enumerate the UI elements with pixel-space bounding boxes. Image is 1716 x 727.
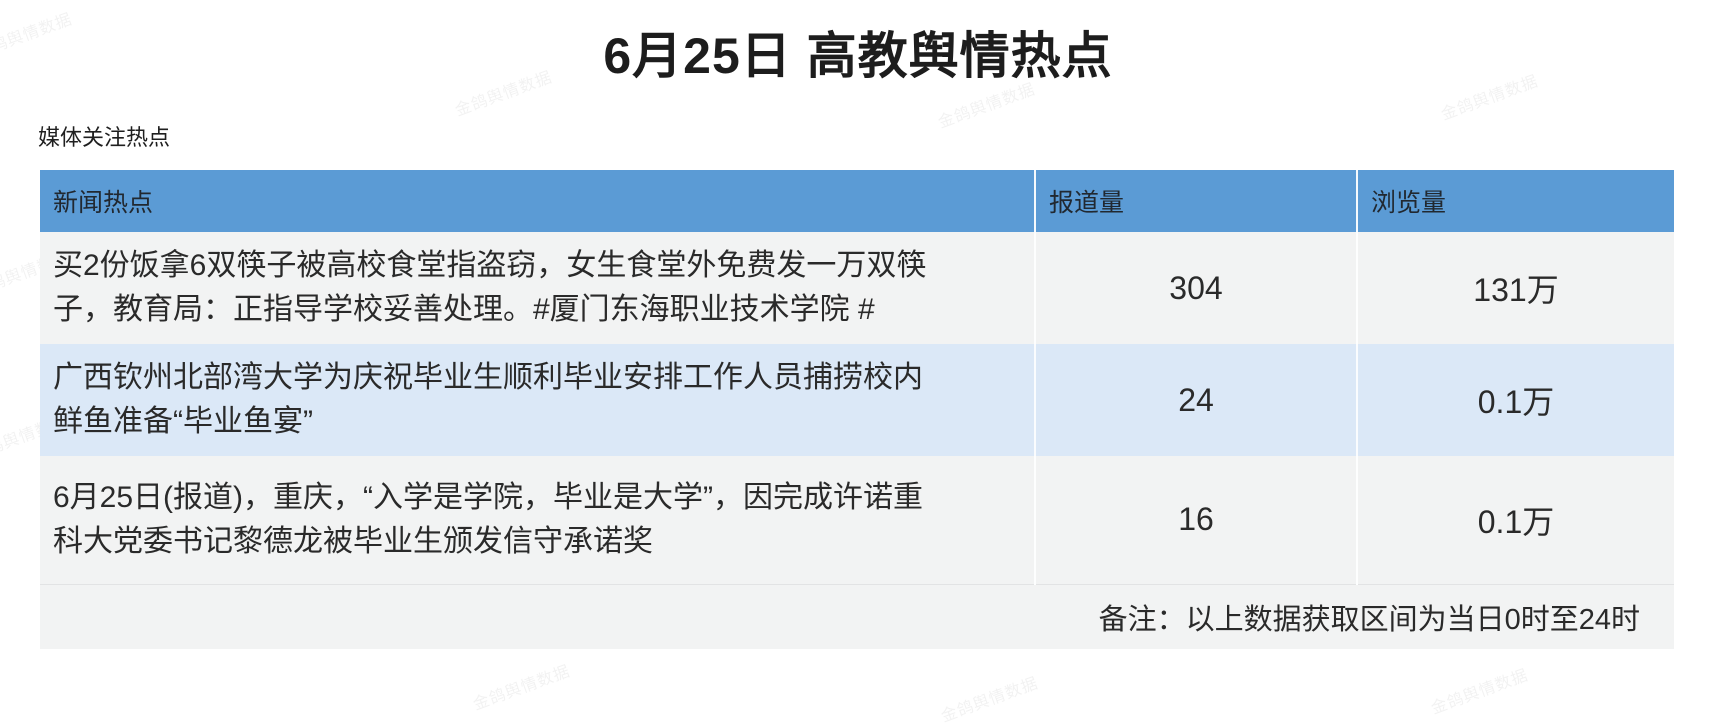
view-count-cell: 131万 bbox=[1356, 232, 1674, 344]
view-count-cell: 0.1万 bbox=[1356, 456, 1674, 584]
media-hotspot-table: 新闻热点 报道量 浏览量 买2份饭拿6双筷子被高校食堂指盗窃，女生食堂外免费发一… bbox=[40, 170, 1674, 649]
footer-note: 备注：以上数据获取区间为当日0时至24时 bbox=[40, 583, 1674, 649]
watermark-text: 金鸽舆情数据 bbox=[1429, 666, 1531, 718]
report-count-cell: 304 bbox=[1034, 232, 1357, 344]
view-count-cell: 0.1万 bbox=[1356, 344, 1674, 456]
section-label: 媒体关注热点 bbox=[38, 125, 171, 150]
table-header-row: 新闻热点 报道量 浏览量 bbox=[40, 170, 1674, 232]
table-body: 买2份饭拿6双筷子被高校食堂指盗窃，女生食堂外免费发一万双筷子，教育局：正指导学… bbox=[40, 232, 1674, 584]
table-header: 新闻热点 报道量 浏览量 bbox=[40, 170, 1674, 232]
footer-row: 备注：以上数据获取区间为当日0时至24时 bbox=[40, 583, 1674, 649]
column-header-report-count: 报道量 bbox=[1034, 170, 1357, 232]
watermark-text: 金鸽舆情数据 bbox=[471, 662, 573, 714]
column-header-news-topic: 新闻热点 bbox=[40, 170, 1035, 232]
watermark-text: 金鸽舆情数据 bbox=[939, 674, 1041, 726]
news-topic-cell: 买2份饭拿6双筷子被高校食堂指盗窃，女生食堂外免费发一万双筷子，教育局：正指导学… bbox=[53, 249, 927, 326]
news-topic-cell: 6月25日(报道)，重庆，“入学是学院，毕业是大学”，因完成许诺重科大党委书记黎… bbox=[53, 480, 924, 558]
column-header-view-count: 浏览量 bbox=[1356, 170, 1674, 232]
page-title: 6月25日 高教舆情热点 bbox=[603, 28, 1113, 84]
table-footer: 备注：以上数据获取区间为当日0时至24时 bbox=[40, 583, 1674, 649]
report-count-cell: 24 bbox=[1034, 344, 1357, 456]
table-row: 6月25日(报道)，重庆，“入学是学院，毕业是大学”，因完成许诺重科大党委书记黎… bbox=[40, 456, 1674, 584]
table-row: 广西钦州北部湾大学为庆祝毕业生顺利毕业安排工作人员捕捞校内鲜鱼准备“毕业鱼宴” 2… bbox=[40, 344, 1674, 456]
report-count-cell: 16 bbox=[1034, 456, 1357, 584]
news-topic-cell: 广西钦州北部湾大学为庆祝毕业生顺利毕业安排工作人员捕捞校内鲜鱼准备“毕业鱼宴” bbox=[53, 361, 923, 438]
table-row: 买2份饭拿6双筷子被高校食堂指盗窃，女生食堂外免费发一万双筷子，教育局：正指导学… bbox=[40, 232, 1674, 344]
